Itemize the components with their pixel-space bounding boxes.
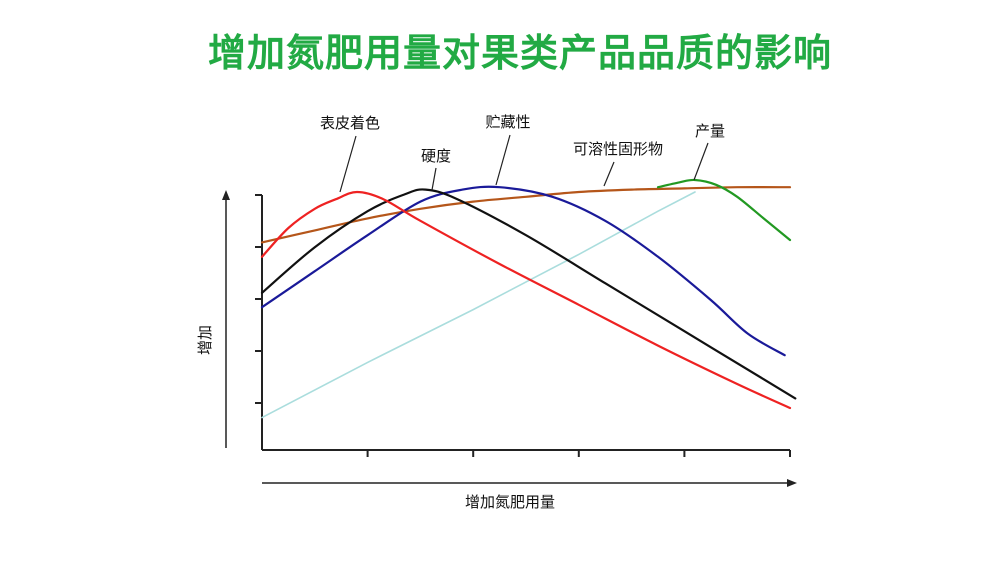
leader-硬度 bbox=[431, 167, 437, 191]
leader-表皮着色 bbox=[339, 135, 357, 193]
y-axis-label: 增加 bbox=[196, 325, 214, 355]
series-line-表皮着色 bbox=[260, 190, 792, 410]
series-line-贮藏性 bbox=[260, 185, 786, 357]
leader-产量 bbox=[693, 142, 709, 181]
y-axis-ticks bbox=[255, 194, 262, 404]
x-axis-label: 增加氮肥用量 bbox=[465, 493, 555, 511]
label-可溶性固形物: 可溶性固形物 bbox=[573, 140, 663, 158]
series-line-产量_peak bbox=[656, 178, 792, 242]
series-line-产量 bbox=[261, 191, 696, 419]
chart-title: 增加氮肥用量对果类产品品质的影响 bbox=[207, 31, 832, 75]
x-arrow bbox=[262, 479, 797, 487]
y-arrow bbox=[222, 190, 230, 448]
label-硬度: 硬度 bbox=[421, 147, 451, 165]
label-贮藏性: 贮藏性 bbox=[485, 113, 530, 131]
label-产量: 产量 bbox=[695, 122, 725, 140]
x-axis-ticks bbox=[366, 450, 791, 457]
series-labels: 表皮着色 硬度 贮藏性 可溶性固形物 产量 bbox=[320, 113, 725, 193]
leader-可溶性固形物 bbox=[603, 161, 615, 187]
label-表皮着色: 表皮着色 bbox=[320, 114, 380, 132]
series-layer bbox=[260, 178, 797, 419]
leader-贮藏性 bbox=[495, 134, 511, 186]
series-line-硬度 bbox=[260, 188, 797, 400]
